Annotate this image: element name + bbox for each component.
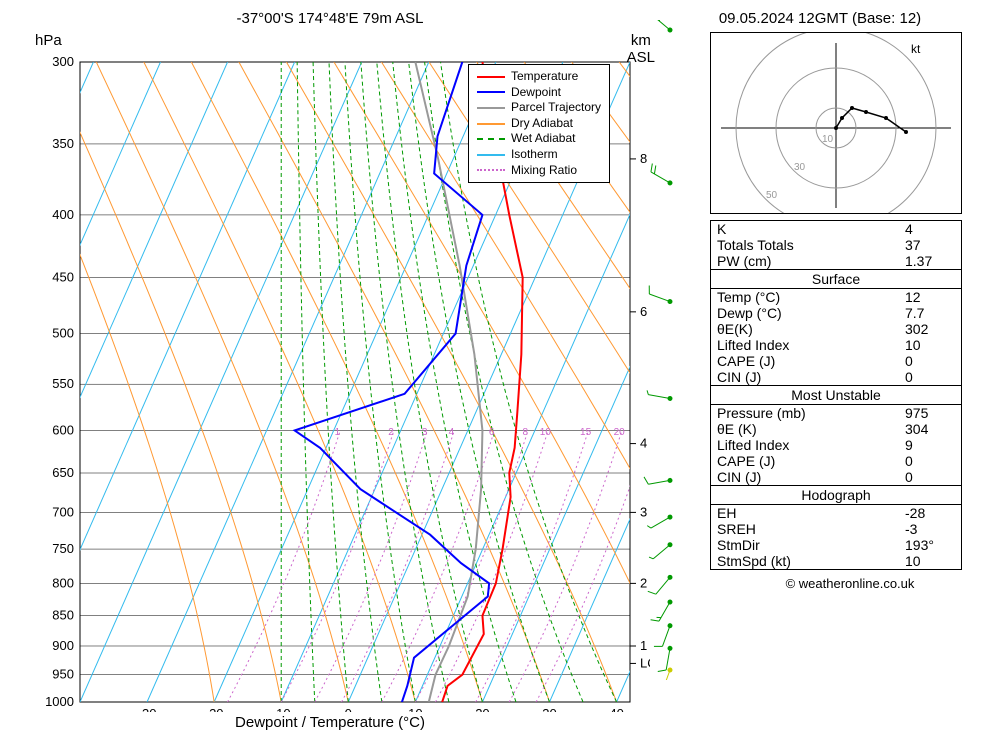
svg-text:2: 2 bbox=[388, 427, 394, 438]
svg-text:1000: 1000 bbox=[45, 694, 74, 709]
datetime-title: 09.05.2024 12GMT (Base: 12) bbox=[650, 10, 990, 27]
svg-text:20: 20 bbox=[614, 427, 626, 438]
svg-text:10: 10 bbox=[540, 427, 552, 438]
stat-row: Pressure (mb)975 bbox=[711, 405, 961, 421]
legend-item: Dry Adiabat bbox=[477, 116, 601, 132]
svg-text:10: 10 bbox=[822, 134, 834, 145]
legend: TemperatureDewpointParcel TrajectoryDry … bbox=[468, 64, 610, 183]
stat-row: StmSpd (kt)10 bbox=[711, 553, 961, 569]
stat-row: Lifted Index9 bbox=[711, 437, 961, 453]
legend-item: Wet Adiabat bbox=[477, 131, 601, 147]
svg-text:400: 400 bbox=[52, 207, 74, 222]
stat-row: CIN (J)0 bbox=[711, 369, 961, 385]
wind-barb-column bbox=[640, 20, 700, 680]
svg-text:900: 900 bbox=[52, 638, 74, 653]
stat-row: EH-28 bbox=[711, 505, 961, 521]
svg-text:40: 40 bbox=[609, 706, 623, 712]
svg-text:-10: -10 bbox=[272, 706, 291, 712]
svg-text:650: 650 bbox=[52, 465, 74, 480]
svg-text:850: 850 bbox=[52, 608, 74, 623]
stat-row: Temp (°C)12 bbox=[711, 289, 961, 305]
svg-text:300: 300 bbox=[52, 54, 74, 69]
stat-section-header: Surface bbox=[711, 269, 961, 289]
stat-section-header: Hodograph bbox=[711, 485, 961, 505]
stats-table: K4Totals Totals37PW (cm)1.37SurfaceTemp … bbox=[710, 220, 962, 570]
hodograph: 10 30 50 kt bbox=[710, 32, 962, 214]
stat-row: Lifted Index10 bbox=[711, 337, 961, 353]
stat-row: CAPE (J)0 bbox=[711, 453, 961, 469]
credit-text: © weatheronline.co.uk bbox=[710, 576, 990, 591]
svg-text:600: 600 bbox=[52, 422, 74, 437]
svg-text:950: 950 bbox=[52, 667, 74, 682]
svg-text:4: 4 bbox=[449, 427, 455, 438]
legend-item: Mixing Ratio bbox=[477, 163, 601, 179]
svg-text:10: 10 bbox=[408, 706, 422, 712]
svg-text:8: 8 bbox=[522, 427, 528, 438]
svg-text:50: 50 bbox=[766, 190, 778, 201]
svg-text:750: 750 bbox=[52, 541, 74, 556]
skewt-panel: hPa kmASL 123468101520253003504004505005… bbox=[10, 32, 650, 745]
svg-text:700: 700 bbox=[52, 504, 74, 519]
svg-text:550: 550 bbox=[52, 376, 74, 391]
svg-text:800: 800 bbox=[52, 575, 74, 590]
stat-row: Dewp (°C)7.7 bbox=[711, 305, 961, 321]
svg-text:-30: -30 bbox=[138, 706, 157, 712]
stat-row: θE (K)304 bbox=[711, 421, 961, 437]
svg-text:20: 20 bbox=[475, 706, 489, 712]
y-left-axis-label: hPa bbox=[35, 32, 62, 49]
svg-text:3: 3 bbox=[422, 427, 428, 438]
stat-row: SREH-3 bbox=[711, 521, 961, 537]
svg-text:450: 450 bbox=[52, 270, 74, 285]
x-axis-label: Dewpoint / Temperature (°C) bbox=[10, 714, 650, 731]
stat-row: PW (cm)1.37 bbox=[711, 253, 961, 269]
location-title: -37°00'S 174°48'E 79m ASL bbox=[10, 10, 650, 27]
stat-row: θE(K)302 bbox=[711, 321, 961, 337]
svg-text:1: 1 bbox=[335, 427, 341, 438]
legend-item: Dewpoint bbox=[477, 85, 601, 101]
stat-row: StmDir193° bbox=[711, 537, 961, 553]
stat-row: CIN (J)0 bbox=[711, 469, 961, 485]
stat-row: Totals Totals37 bbox=[711, 237, 961, 253]
svg-text:30: 30 bbox=[542, 706, 556, 712]
legend-item: Temperature bbox=[477, 69, 601, 85]
stat-row: K4 bbox=[711, 221, 961, 237]
legend-item: Parcel Trajectory bbox=[477, 100, 601, 116]
svg-text:30: 30 bbox=[794, 162, 806, 173]
svg-text:500: 500 bbox=[52, 326, 74, 341]
svg-text:0: 0 bbox=[345, 706, 352, 712]
svg-text:kt: kt bbox=[911, 42, 921, 56]
svg-text:350: 350 bbox=[52, 136, 74, 151]
stat-section-header: Most Unstable bbox=[711, 385, 961, 405]
svg-text:-20: -20 bbox=[205, 706, 224, 712]
svg-text:15: 15 bbox=[580, 427, 592, 438]
svg-text:6: 6 bbox=[489, 427, 495, 438]
legend-item: Isotherm bbox=[477, 147, 601, 163]
stat-row: CAPE (J)0 bbox=[711, 353, 961, 369]
